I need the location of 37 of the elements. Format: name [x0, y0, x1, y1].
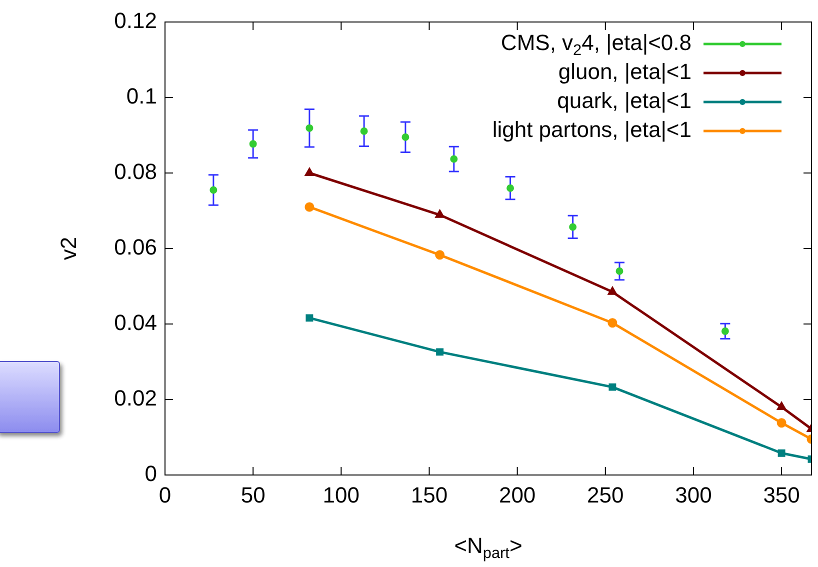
- point: [506, 184, 514, 192]
- point: [435, 250, 445, 260]
- x-tick-label: 350: [763, 482, 800, 508]
- point: [304, 202, 314, 212]
- point: [305, 168, 314, 176]
- point: [608, 318, 618, 328]
- x-tick-label: 200: [498, 482, 536, 508]
- y-tick-label: 0.1: [126, 84, 157, 109]
- x-tick-label: 300: [675, 482, 712, 508]
- point: [210, 186, 218, 194]
- point: [306, 124, 314, 132]
- y-tick-label: 0.02: [114, 386, 157, 411]
- x-tick-label: 100: [322, 482, 360, 508]
- point: [777, 402, 786, 410]
- legend-label: light partons, |eta|<1: [492, 117, 692, 142]
- legend-label: gluon, |eta|<1: [558, 59, 692, 84]
- y-tick-label: 0: [144, 461, 157, 486]
- point: [360, 127, 368, 135]
- legend-label: quark, |eta|<1: [557, 88, 692, 114]
- point: [608, 383, 616, 391]
- point: [450, 155, 458, 163]
- point: [778, 449, 786, 457]
- point: [249, 140, 257, 148]
- y-tick-label: 0.04: [114, 310, 157, 336]
- point: [402, 133, 410, 141]
- y-axis-title: v2: [56, 236, 82, 260]
- point: [306, 314, 314, 322]
- point: [616, 267, 624, 275]
- x-tick-label: 250: [587, 482, 624, 508]
- x-tick-label: 150: [410, 482, 448, 508]
- y-tick-label: 0.06: [114, 234, 157, 260]
- point: [569, 223, 577, 231]
- point: [776, 418, 786, 428]
- point: [436, 348, 444, 356]
- x-tick-label: 50: [240, 482, 266, 508]
- y-tick-label: 0.08: [114, 159, 157, 184]
- y-tick-label: 0.12: [114, 8, 157, 34]
